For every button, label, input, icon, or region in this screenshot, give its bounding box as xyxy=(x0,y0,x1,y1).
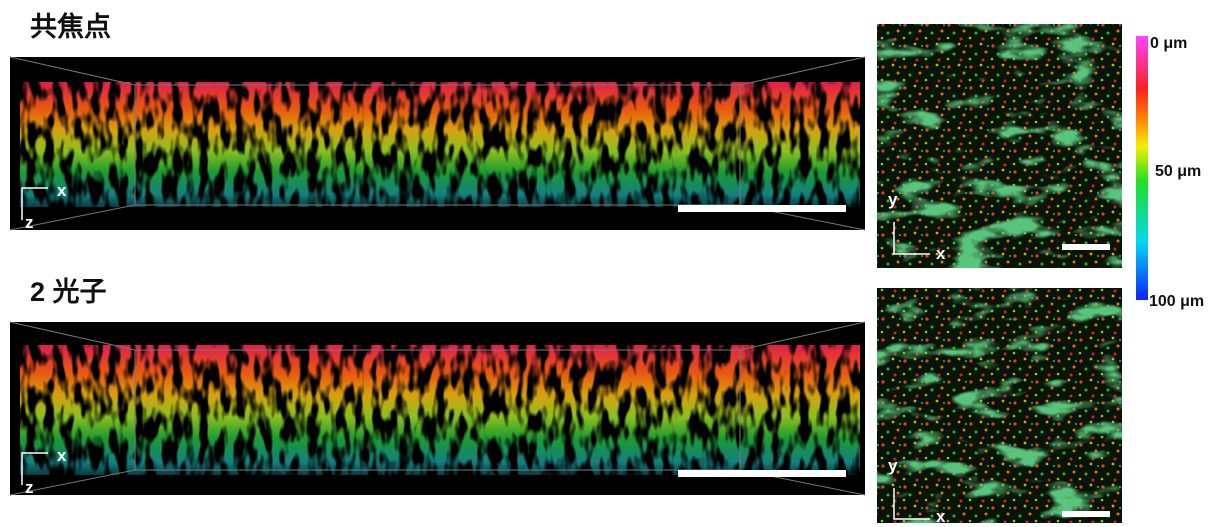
cell-layer xyxy=(20,82,860,207)
side-view: x z xyxy=(9,56,866,232)
axis-label: y xyxy=(888,456,898,475)
colorbar-label: 50 μm xyxy=(1155,163,1201,180)
scale-bar xyxy=(1062,244,1110,250)
axes-icon xyxy=(21,187,48,220)
axes-icon xyxy=(893,222,930,255)
top-view: y x xyxy=(877,24,1122,268)
axis-label: z xyxy=(25,213,34,232)
side-view: x z xyxy=(9,321,866,497)
colorbar-label: 0 μm xyxy=(1150,35,1187,52)
colorbar-label: 100 μm xyxy=(1149,293,1204,310)
box-outline xyxy=(9,56,866,231)
colorbar: 0 μm 50 μm 100 μm xyxy=(1136,35,1204,310)
axis-label: x xyxy=(57,446,67,465)
vessels xyxy=(877,24,1122,268)
colorbar-gradient xyxy=(1136,36,1148,300)
cell-layer xyxy=(20,345,860,475)
panel-title: 2 光子 xyxy=(30,277,107,307)
scale-bar xyxy=(1062,511,1110,517)
axis-label: z xyxy=(25,478,34,497)
axis-label: x xyxy=(936,244,946,263)
axis-label: x xyxy=(57,181,67,200)
axis-label: y xyxy=(888,190,898,209)
panel-title: 共焦点 xyxy=(30,11,111,42)
axis-label: x xyxy=(936,507,946,526)
axes-icon xyxy=(21,452,48,485)
vessels xyxy=(877,288,1122,523)
scale-bar xyxy=(678,205,846,212)
top-view: y x xyxy=(877,288,1122,526)
axes-icon xyxy=(893,488,930,520)
scale-bar xyxy=(678,470,846,477)
